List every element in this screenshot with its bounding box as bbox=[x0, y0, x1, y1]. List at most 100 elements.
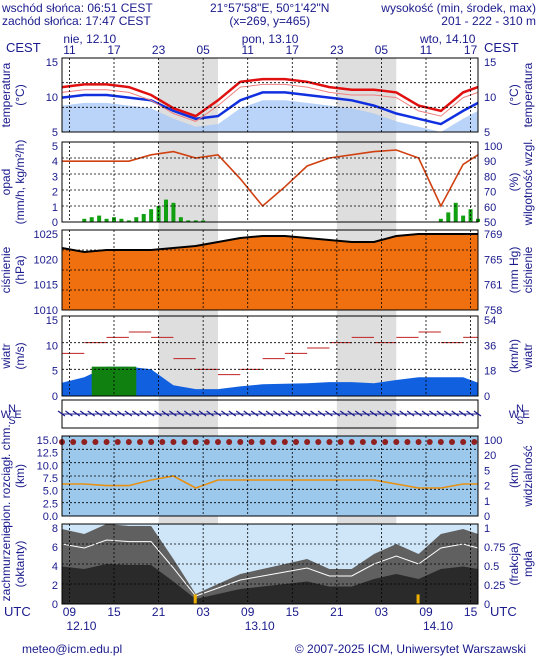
fog-right-unit-line-0: (frakcja) bbox=[507, 542, 521, 585]
humidity-tick-right-4: 60 bbox=[484, 202, 496, 214]
wind-arrow-9 bbox=[124, 410, 133, 417]
wind-arrow-13 bbox=[154, 410, 162, 417]
vis-left-unit: (km) bbox=[13, 464, 27, 488]
vis-left-unit-line-0: (km) bbox=[13, 464, 27, 488]
precip-bar-18 bbox=[446, 212, 451, 222]
bottom-hour-3: 03 bbox=[196, 605, 210, 619]
contact-email[interactable]: meteo@icm.edu.pl bbox=[22, 642, 123, 656]
wind-arrow-43 bbox=[377, 410, 385, 417]
compass-left-0: N bbox=[8, 403, 16, 415]
pressure-left-label-line-0: ciśnienie bbox=[0, 246, 13, 293]
wind-arrow-45 bbox=[391, 410, 400, 417]
wind-arrow-18 bbox=[191, 410, 200, 417]
bottom-date-2: 14.10 bbox=[423, 619, 453, 633]
location-info: 21°57'58"E, 50°1'42"N (x=269, y=465) bbox=[210, 2, 329, 28]
cloud-tick-left-4: 0 bbox=[52, 599, 58, 611]
wind-arrow-26 bbox=[250, 410, 259, 417]
cloud-left-unit-line-0: (oktanty) bbox=[13, 541, 27, 588]
fog-bar-16 bbox=[416, 594, 420, 604]
wind-arrow-25 bbox=[243, 410, 252, 417]
precip-bar-17 bbox=[438, 218, 443, 222]
precip-bar-14 bbox=[186, 220, 191, 222]
temp-right-label-line-0: temperatura bbox=[521, 62, 535, 127]
top-hour-9: 17 bbox=[464, 43, 478, 57]
wind-arrow-22 bbox=[221, 410, 229, 417]
temp-tick-left-1: 10 bbox=[46, 92, 58, 104]
panel-frame-visibility bbox=[61, 435, 479, 517]
bottom-hour-7: 03 bbox=[375, 605, 389, 619]
vis-tick-left-2: 10.0 bbox=[37, 460, 58, 472]
wind-arrow-0 bbox=[57, 410, 66, 417]
wind-arrow-28 bbox=[265, 410, 274, 417]
cloud-left-label-line-0: zachmurzenie bbox=[0, 526, 13, 601]
cloud-top-dot-45 bbox=[226, 439, 233, 445]
compass-left-1: W bbox=[1, 409, 12, 421]
vis-tick-right-3: 2 bbox=[484, 481, 490, 493]
wind-fill bbox=[62, 366, 478, 396]
fog-right-label: mgła bbox=[521, 551, 535, 577]
wind-right-label-line-0: wiatr bbox=[521, 343, 535, 369]
panel-frame-temperature bbox=[61, 57, 479, 133]
wind-tick-right-2: 18 bbox=[484, 366, 496, 378]
vis-tick-left-0: 15.0 bbox=[37, 435, 58, 447]
wind-arrow-38 bbox=[339, 410, 348, 417]
compass-right-3: S bbox=[516, 415, 523, 427]
cloud-top-dot-99 bbox=[426, 439, 433, 445]
bottom-hour-6: 21 bbox=[330, 605, 344, 619]
wind-arrow-7 bbox=[109, 410, 118, 417]
dew-band bbox=[62, 100, 478, 132]
wind-arrow-54 bbox=[458, 410, 467, 417]
wind-arrow-39 bbox=[347, 410, 356, 417]
pressure-tick-right-3: 758 bbox=[484, 305, 502, 317]
precip-bar-20 bbox=[461, 215, 466, 222]
cloud-top-dot-42 bbox=[215, 439, 221, 445]
wind-arrow-30 bbox=[280, 410, 289, 417]
pressure-left-label: ciśnienie bbox=[0, 246, 13, 293]
wind-left-label: wiatr bbox=[0, 343, 13, 369]
wind-arrow-42 bbox=[369, 410, 378, 417]
wind-arrow-40 bbox=[354, 410, 363, 417]
panel-frame-pressure bbox=[61, 229, 479, 311]
wind-arrow-11 bbox=[139, 410, 148, 417]
wind-right-unit: (km/h) bbox=[507, 339, 521, 373]
wind-arrow-37 bbox=[332, 410, 341, 417]
cloud-tick-left-2: 4 bbox=[52, 561, 58, 573]
wind-arrow-50 bbox=[429, 410, 437, 417]
fog-tick-right-1: 0.75 bbox=[484, 542, 505, 554]
pressure-line bbox=[61, 233, 478, 254]
cloud-top-dot-54 bbox=[259, 439, 266, 445]
wind-arrow-24 bbox=[235, 410, 244, 417]
precip-bar-7 bbox=[134, 217, 139, 222]
wind-arrow-34 bbox=[310, 410, 318, 417]
temp-tick-right-0: 15 bbox=[484, 57, 496, 69]
fog-tick-right-2: 0.5 bbox=[484, 561, 499, 573]
precip-tick-left-1: 4 bbox=[52, 156, 58, 168]
vis-left-label: pion. rozciągł. chm. bbox=[0, 424, 13, 527]
cloud-top-dot-81 bbox=[359, 439, 366, 445]
vis-tick-left-6: 0.0 bbox=[43, 511, 58, 523]
cloud-top-dot-75 bbox=[337, 439, 344, 445]
wind-tick-left-1: 10 bbox=[46, 340, 58, 352]
pressure-right-label: ciśnienie bbox=[521, 246, 535, 293]
wind-arrow-12 bbox=[146, 410, 155, 417]
humidity-tick-right-0: 100 bbox=[484, 141, 502, 153]
humidity-tick-right-1: 90 bbox=[484, 156, 496, 168]
precip-bar-16 bbox=[201, 220, 206, 222]
temp-tick-left-0: 15 bbox=[46, 57, 58, 69]
wind-tick-right-0: 54 bbox=[484, 315, 496, 327]
humidity-tick-right-2: 80 bbox=[484, 171, 496, 183]
cloud-top-dot-24 bbox=[148, 439, 155, 445]
wind-tick-right-3: 0 bbox=[484, 391, 490, 403]
bottom-zone-right: UTC bbox=[490, 604, 517, 619]
precip-bar-13 bbox=[178, 217, 183, 222]
wind-arrow-1 bbox=[65, 410, 73, 417]
cloud-top-dot-87 bbox=[382, 439, 389, 445]
temp-left-label: temperatura bbox=[0, 62, 13, 127]
humidity-right-label: wilgotność wzgl. bbox=[521, 139, 535, 227]
humidity-tick-right-3: 70 bbox=[484, 187, 496, 199]
pressure-fill bbox=[62, 234, 478, 310]
cloud-top-dot-102 bbox=[437, 439, 444, 445]
temp-left-unit-line-0: (°C) bbox=[13, 84, 27, 105]
pressure-tick-left-0: 1025 bbox=[34, 229, 58, 241]
precip-bar-3 bbox=[104, 218, 109, 222]
